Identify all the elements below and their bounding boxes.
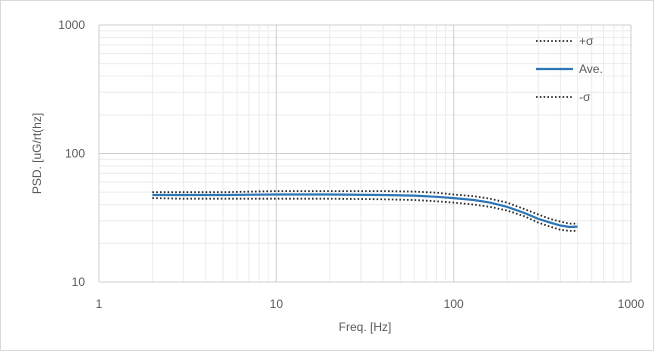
- y-tick-label: 1000: [58, 18, 85, 32]
- y-tick-label: 100: [65, 147, 85, 161]
- x-tick-label: 100: [444, 297, 464, 311]
- series-lines: [152, 190, 578, 232]
- series-line-plus-sigma: [152, 190, 578, 225]
- y-tick-label: 10: [72, 275, 86, 289]
- legend-label: Ave.: [579, 62, 603, 76]
- x-tick-label: 10: [270, 297, 284, 311]
- y-axis-title: PSD. [uG/rt(hz]: [30, 113, 44, 194]
- series-line-minus-sigma: [152, 197, 578, 232]
- x-tick-label: 1000: [618, 297, 645, 311]
- grid: [98, 24, 632, 283]
- legend-label: +σ: [579, 34, 594, 48]
- x-axis-title: Freq. [Hz]: [339, 320, 392, 334]
- legend-label: -σ: [579, 90, 591, 104]
- series-line-ave: [152, 193, 578, 229]
- legend: +σ Ave. -σ: [536, 34, 603, 104]
- x-tick-label: 1: [96, 297, 103, 311]
- tick-labels: 1 10 100 1000 1000 100 10: [58, 18, 644, 311]
